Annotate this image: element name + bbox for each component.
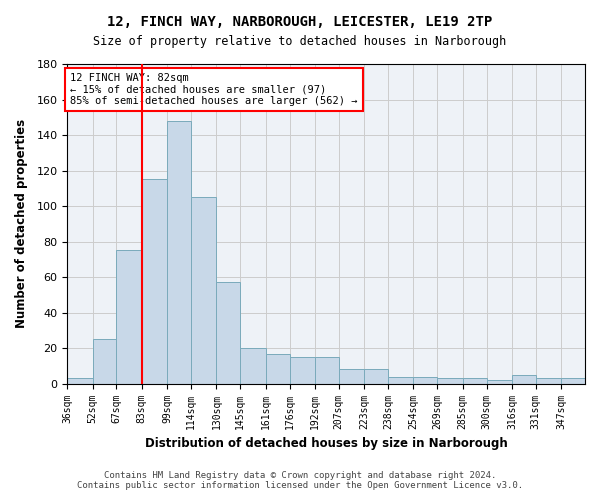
Text: 12 FINCH WAY: 82sqm
← 15% of detached houses are smaller (97)
85% of semi-detach: 12 FINCH WAY: 82sqm ← 15% of detached ho… bbox=[70, 73, 358, 106]
Bar bbox=[142, 180, 167, 384]
Bar bbox=[241, 348, 266, 384]
Bar bbox=[290, 357, 315, 384]
Text: Contains HM Land Registry data © Crown copyright and database right 2024.
Contai: Contains HM Land Registry data © Crown c… bbox=[77, 470, 523, 490]
Bar bbox=[339, 370, 364, 384]
Text: 12, FINCH WAY, NARBOROUGH, LEICESTER, LE19 2TP: 12, FINCH WAY, NARBOROUGH, LEICESTER, LE… bbox=[107, 15, 493, 29]
Bar bbox=[191, 197, 217, 384]
Bar bbox=[364, 370, 388, 384]
X-axis label: Distribution of detached houses by size in Narborough: Distribution of detached houses by size … bbox=[145, 437, 508, 450]
Bar bbox=[315, 357, 339, 384]
Bar bbox=[116, 250, 142, 384]
Bar bbox=[561, 378, 585, 384]
Bar bbox=[388, 376, 413, 384]
Bar bbox=[67, 378, 92, 384]
Bar bbox=[512, 375, 536, 384]
Bar bbox=[463, 378, 487, 384]
Bar bbox=[413, 376, 437, 384]
Bar bbox=[167, 121, 191, 384]
Bar bbox=[437, 378, 463, 384]
Bar bbox=[536, 378, 561, 384]
Bar bbox=[217, 282, 241, 384]
Y-axis label: Number of detached properties: Number of detached properties bbox=[15, 120, 28, 328]
Text: Size of property relative to detached houses in Narborough: Size of property relative to detached ho… bbox=[94, 35, 506, 48]
Bar bbox=[487, 380, 512, 384]
Bar bbox=[266, 354, 290, 384]
Bar bbox=[92, 340, 116, 384]
